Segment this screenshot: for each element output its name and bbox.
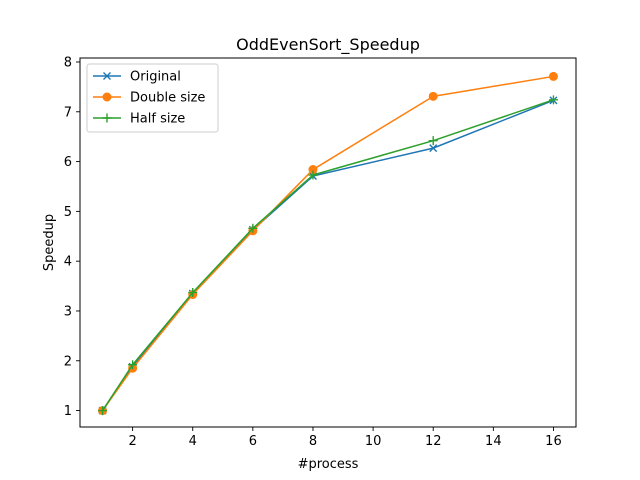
- y-tick-label: 5: [64, 205, 72, 220]
- legend-marker-half-size: [102, 113, 112, 123]
- axes-frame: [79, 57, 577, 428]
- x-axis-label: #process: [298, 457, 359, 472]
- y-tick-label: 6: [64, 155, 72, 170]
- y-tick-label: 7: [64, 105, 72, 120]
- x-tick-label: 16: [545, 434, 562, 449]
- x-axis: 2 4 6 8 10 12 14 16: [128, 427, 562, 449]
- x-tick-label: 6: [249, 434, 257, 449]
- data-point-double-size: [548, 71, 558, 81]
- data-point-half-size: [428, 136, 438, 146]
- x-tick-label: 2: [128, 434, 136, 449]
- legend: Original Double size Half size: [86, 63, 219, 133]
- data-point-half-size: [188, 288, 198, 298]
- y-tick-label: 3: [64, 304, 72, 319]
- data-point-original: [429, 144, 438, 153]
- legend-item-half-size: Half size: [93, 112, 185, 127]
- series-half-size: [98, 95, 558, 416]
- legend-label-half-size: Half size: [130, 112, 185, 127]
- x-tick-label: 8: [309, 434, 317, 449]
- legend-item-double-size: Double size: [93, 91, 205, 106]
- data-point-half-size: [128, 360, 138, 370]
- legend-item-original: Original: [93, 70, 181, 85]
- data-point-half-size: [248, 223, 258, 233]
- y-axis-label: Speedup: [42, 214, 57, 271]
- legend-label-original: Original: [130, 70, 181, 85]
- y-tick-label: 2: [64, 354, 72, 369]
- x-tick-label: 10: [365, 434, 382, 449]
- legend-marker-double-size: [102, 92, 112, 102]
- x-tick-label: 4: [189, 434, 197, 449]
- y-tick-label: 4: [64, 255, 72, 270]
- legend-marker-original: [103, 72, 111, 80]
- data-point-half-size: [308, 170, 318, 180]
- chart-title: OddEvenSort_Speedup: [236, 35, 420, 55]
- y-tick-label: 1: [64, 404, 72, 419]
- data-point-half-size: [98, 406, 108, 416]
- y-axis: 1 2 3 4 5 6 7 8: [64, 55, 80, 419]
- data-point-double-size: [428, 91, 438, 101]
- y-tick-label: 8: [64, 55, 72, 70]
- x-tick-label: 14: [485, 434, 502, 449]
- legend-box: [86, 63, 219, 133]
- legend-label-double-size: Double size: [130, 91, 205, 106]
- x-tick-label: 12: [425, 434, 442, 449]
- data-point-half-size: [548, 95, 558, 105]
- series-layer: [98, 71, 558, 416]
